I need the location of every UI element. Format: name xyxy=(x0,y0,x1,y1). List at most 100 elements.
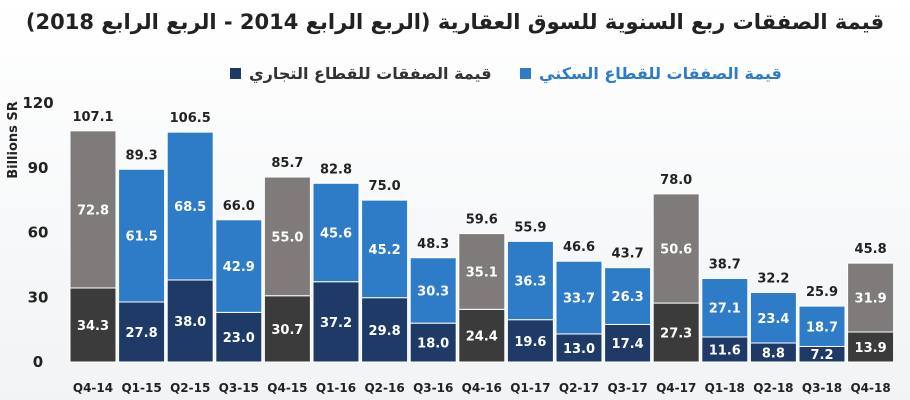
data-label-total: 48.3 xyxy=(417,237,449,252)
y-tick-label: 0 xyxy=(33,353,43,371)
data-label-residential: 27.1 xyxy=(709,302,741,317)
y-axis-label: Billions SR xyxy=(6,101,21,179)
bar-residential xyxy=(69,130,117,289)
data-label-commercial: 8.8 xyxy=(762,347,785,362)
data-label-residential: 31.9 xyxy=(855,292,887,307)
data-label-residential: 68.5 xyxy=(174,200,206,215)
x-tick-label: Q2-15 xyxy=(170,381,210,395)
bar-residential xyxy=(361,199,409,299)
data-label-residential: 55.0 xyxy=(271,230,303,245)
bar-residential xyxy=(506,240,554,321)
legend-commercial-swatch xyxy=(230,68,241,79)
data-label-commercial: 38.0 xyxy=(174,315,206,330)
data-label-commercial: 37.2 xyxy=(320,316,352,331)
data-label-total: 82.8 xyxy=(320,162,352,177)
data-label-residential: 33.7 xyxy=(563,292,595,307)
bar-commercial xyxy=(263,295,311,363)
bar-commercial xyxy=(701,336,749,363)
data-label-total: 75.0 xyxy=(369,179,401,194)
bar-commercial xyxy=(847,331,895,363)
y-tick-label: 60 xyxy=(28,224,49,242)
y-tick-label: 90 xyxy=(28,159,49,177)
bar-residential xyxy=(312,182,360,283)
data-label-residential: 42.9 xyxy=(223,260,255,275)
x-tick-label: Q3-17 xyxy=(607,381,647,395)
bar-residential xyxy=(215,219,263,313)
data-label-residential: 72.8 xyxy=(77,203,109,218)
bar-residential xyxy=(458,233,506,310)
data-label-commercial: 34.3 xyxy=(77,319,109,334)
data-label-total: 25.9 xyxy=(806,285,838,300)
data-label-commercial: 18.0 xyxy=(417,337,449,352)
data-label-total: 66.0 xyxy=(223,199,255,214)
data-label-commercial: 19.6 xyxy=(514,335,546,350)
data-label-total: 78.0 xyxy=(660,173,692,188)
y-tick-label: 120 xyxy=(22,94,53,112)
data-label-residential: 23.4 xyxy=(757,312,789,327)
bar-residential xyxy=(409,257,457,324)
x-tick-label: Q3-16 xyxy=(413,381,453,395)
x-tick-label: Q2-16 xyxy=(364,381,404,395)
bar-commercial xyxy=(361,297,409,363)
data-label-commercial: 27.3 xyxy=(660,327,692,342)
data-label-commercial: 24.4 xyxy=(466,330,498,345)
data-label-commercial: 13.9 xyxy=(855,341,887,356)
data-label-total: 43.7 xyxy=(612,247,644,262)
bar-residential xyxy=(263,176,311,297)
bar-residential xyxy=(701,277,749,338)
data-label-total: 106.5 xyxy=(170,111,211,126)
data-label-total: 46.6 xyxy=(563,240,595,255)
data-label-total: 45.8 xyxy=(855,242,887,257)
x-tick-label: Q2-18 xyxy=(753,381,793,395)
bar-commercial xyxy=(215,311,263,363)
legend-residential: قيمة الصفقات للقطاع السكني xyxy=(520,64,782,83)
bar-commercial xyxy=(166,279,214,363)
data-label-total: 59.6 xyxy=(466,213,498,228)
x-tick-label: Q4-15 xyxy=(267,381,307,395)
bar-commercial xyxy=(555,333,603,363)
bar-residential xyxy=(847,262,895,333)
bar-residential xyxy=(166,131,214,281)
legend-commercial: قيمة الصفقات للقطاع التجاري xyxy=(230,64,492,83)
x-tick-label: Q1-16 xyxy=(316,381,356,395)
data-label-commercial: 23.0 xyxy=(223,331,255,346)
data-label-residential: 61.5 xyxy=(126,230,158,245)
x-tick-label: Q3-15 xyxy=(219,381,259,395)
data-label-residential: 35.1 xyxy=(466,265,498,280)
x-tick-label: Q2-17 xyxy=(559,381,599,395)
data-label-commercial: 11.6 xyxy=(709,343,741,358)
data-label-residential: 18.7 xyxy=(806,320,838,335)
x-tick-label: Q4-16 xyxy=(462,381,502,395)
bar-residential xyxy=(652,193,700,304)
bar-residential xyxy=(604,267,652,325)
data-label-commercial: 29.8 xyxy=(369,324,401,339)
data-label-residential: 45.6 xyxy=(320,227,352,242)
x-tick-label: Q3-18 xyxy=(802,381,842,395)
chart-title: قيمة الصفقات ربع السنوية للسوق العقارية … xyxy=(25,10,885,34)
bar-commercial xyxy=(312,281,360,363)
x-tick-label: Q1-17 xyxy=(510,381,550,395)
x-tick-label: Q1-15 xyxy=(121,381,161,395)
bar-residential xyxy=(798,305,846,347)
legend-residential-label: قيمة الصفقات للقطاع السكني xyxy=(539,64,782,83)
data-label-total: 55.9 xyxy=(514,220,546,235)
data-label-residential: 50.6 xyxy=(660,242,692,257)
data-label-total: 107.1 xyxy=(72,110,113,125)
data-label-commercial: 7.2 xyxy=(810,348,833,363)
data-label-commercial: 13.0 xyxy=(563,342,595,357)
data-label-commercial: 27.8 xyxy=(126,326,158,341)
data-label-commercial: 17.4 xyxy=(612,337,644,352)
bar-residential xyxy=(118,168,166,303)
bar-commercial xyxy=(604,323,652,363)
x-tick-label: Q1-18 xyxy=(705,381,745,395)
legend-residential-swatch xyxy=(520,68,531,79)
x-tick-label: Q4-17 xyxy=(656,381,696,395)
y-tick-label: 30 xyxy=(28,288,49,306)
data-label-total: 89.3 xyxy=(126,148,158,163)
bar-commercial xyxy=(409,322,457,363)
data-label-residential: 30.3 xyxy=(417,284,449,299)
legend-commercial-label: قيمة الصفقات للقطاع التجاري xyxy=(249,64,492,83)
data-label-residential: 36.3 xyxy=(514,275,546,290)
